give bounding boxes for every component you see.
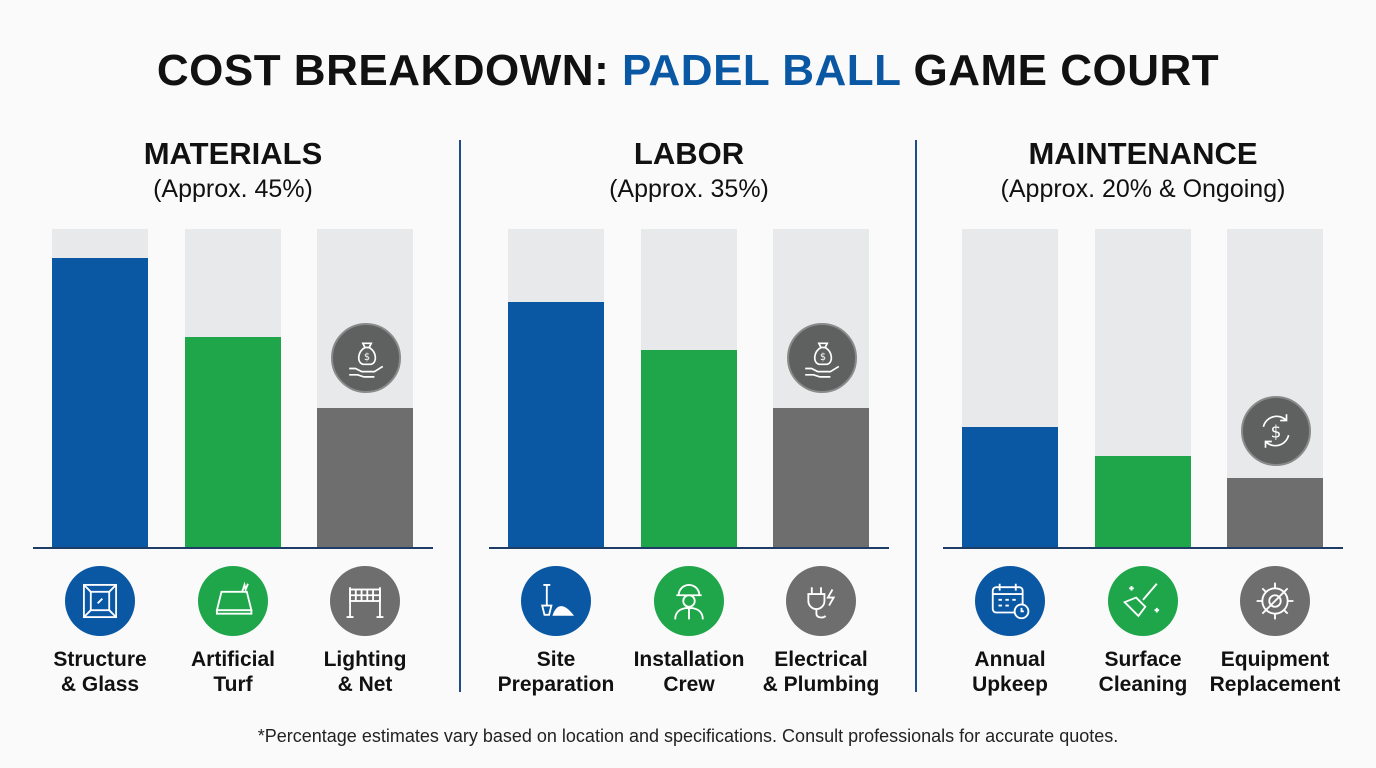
bar: [317, 407, 413, 548]
title-prefix: COST BREAKDOWN:: [156, 46, 622, 95]
category-label: Annual Upkeep: [930, 647, 1090, 697]
bar: [641, 350, 737, 548]
panel-title: MAINTENANCE: [1028, 136, 1258, 171]
label-line: Electrical: [774, 648, 868, 671]
shovel-icon: [521, 566, 591, 636]
panel-subtitle: (Approx. 20% & Ongoing): [1000, 175, 1286, 203]
panel-title: LABOR: [633, 136, 745, 171]
bar-track: [317, 229, 413, 548]
bar-track: [641, 229, 737, 548]
footnote: *Percentage estimates vary based on loca…: [257, 726, 1119, 746]
category-label: Structure & Glass: [20, 647, 180, 697]
bar: [508, 302, 604, 548]
baseline: [943, 547, 1343, 549]
label-line: Site: [536, 648, 576, 671]
panel-labor: LABOR (Approx. 35%) Site Preparation Inst…: [489, 0, 889, 720]
bar: [773, 407, 869, 548]
label-line: Equipment: [1220, 648, 1330, 671]
turf-icon: [198, 566, 268, 636]
label-line: Cleaning: [1098, 673, 1188, 696]
chart-title: COST BREAKDOWN: PADEL BALL GAME COURT: [0, 46, 1376, 96]
bar: [1095, 455, 1191, 548]
label-line: & Plumbing: [762, 673, 880, 696]
bar-track: [508, 229, 604, 548]
category-label: Equipment Replacement: [1195, 647, 1355, 697]
net-icon: [330, 566, 400, 636]
category-label: Electrical & Plumbing: [741, 647, 901, 697]
label-line: Structure: [53, 648, 147, 671]
broom-icon: [1108, 566, 1178, 636]
bar-track: [185, 229, 281, 548]
plug-icon: [786, 566, 856, 636]
gear-wrench-icon: [1240, 566, 1310, 636]
divider: [459, 140, 461, 692]
category-label: Artificial Turf: [153, 647, 313, 697]
bar-track: [1095, 229, 1191, 548]
label-line: Annual: [974, 648, 1046, 671]
label-line: & Net: [337, 673, 393, 696]
bar-track: [773, 229, 869, 548]
label-line: Surface: [1104, 648, 1182, 671]
bar: [962, 426, 1058, 548]
label-line: Replacement: [1209, 673, 1341, 696]
bar: [1227, 477, 1323, 548]
label-line: Preparation: [497, 673, 615, 696]
label-line: Artificial: [190, 648, 276, 671]
money-bag-hand-icon: $: [331, 322, 401, 393]
category-label: Installation Crew: [609, 647, 769, 697]
panel-subtitle: (Approx. 35%): [609, 175, 769, 203]
window-icon: [65, 566, 135, 636]
title-suffix: GAME COURT: [900, 46, 1220, 95]
title-accent: PADEL BALL: [621, 46, 901, 95]
label-line: Lighting: [323, 648, 407, 671]
money-bag-hand-icon: $: [787, 322, 857, 393]
category-label: Lighting & Net: [285, 647, 445, 697]
bar-track: [1227, 229, 1323, 548]
baseline: [489, 547, 889, 549]
panel-subtitle: (Approx. 45%): [153, 175, 313, 203]
bar: [185, 337, 281, 548]
label-line: Upkeep: [972, 673, 1048, 696]
bar-track: [52, 229, 148, 548]
label-line: Turf: [213, 673, 253, 696]
panel-materials: MATERIALS (Approx. 45%) Structure & Glass…: [33, 0, 433, 720]
divider: [915, 140, 917, 692]
svg-text:$: $: [1271, 421, 1282, 441]
calendar-clock-icon: [975, 566, 1045, 636]
category-label: Surface Cleaning: [1063, 647, 1223, 697]
category-label: Site Preparation: [476, 647, 636, 697]
worker-icon: [654, 566, 724, 636]
label-line: & Glass: [60, 673, 140, 696]
bar: [52, 257, 148, 548]
svg-text:$: $: [820, 352, 826, 363]
panel-title: MATERIALS: [143, 136, 323, 171]
dollar-cycle-icon: $: [1241, 395, 1311, 466]
panel-maintenance: MAINTENANCE (Approx. 20% & Ongoing) Annu…: [943, 0, 1343, 720]
svg-text:$: $: [364, 352, 370, 363]
baseline: [33, 547, 433, 549]
bar-track: [962, 229, 1058, 548]
label-line: Installation: [633, 648, 745, 671]
label-line: Crew: [663, 673, 715, 696]
